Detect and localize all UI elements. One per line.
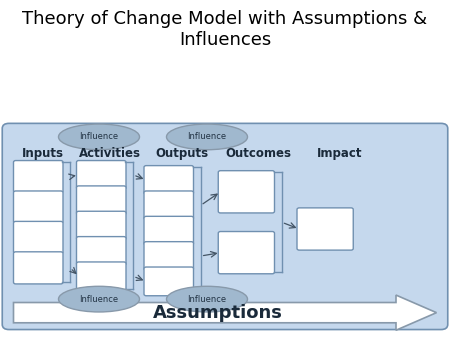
FancyBboxPatch shape [76,186,126,215]
FancyBboxPatch shape [76,161,126,189]
FancyBboxPatch shape [14,191,63,223]
FancyBboxPatch shape [76,262,126,291]
FancyBboxPatch shape [14,161,63,193]
Text: Inputs: Inputs [22,147,64,160]
Ellipse shape [58,286,140,312]
FancyBboxPatch shape [76,211,126,240]
FancyBboxPatch shape [2,123,448,330]
FancyBboxPatch shape [144,267,194,296]
FancyBboxPatch shape [297,208,353,250]
Text: Outputs: Outputs [156,147,209,160]
FancyBboxPatch shape [218,232,274,274]
Ellipse shape [58,124,140,150]
Text: Influence: Influence [80,295,118,304]
Text: Impact: Impact [317,147,363,160]
FancyBboxPatch shape [144,191,194,220]
Text: Activities: Activities [79,147,141,160]
FancyBboxPatch shape [14,252,63,284]
Ellipse shape [166,286,248,312]
Text: Influence: Influence [188,132,226,141]
FancyBboxPatch shape [76,237,126,265]
FancyBboxPatch shape [218,171,274,213]
FancyBboxPatch shape [144,216,194,245]
FancyBboxPatch shape [144,242,194,270]
FancyBboxPatch shape [144,166,194,194]
Text: Outcomes: Outcomes [226,147,292,160]
Text: Theory of Change Model with Assumptions &
Influences: Theory of Change Model with Assumptions … [22,10,427,49]
Polygon shape [14,295,436,330]
Ellipse shape [166,124,248,150]
Text: Influence: Influence [80,132,118,141]
Text: Influence: Influence [188,295,226,304]
FancyBboxPatch shape [14,221,63,254]
Text: Assumptions: Assumptions [153,304,283,322]
